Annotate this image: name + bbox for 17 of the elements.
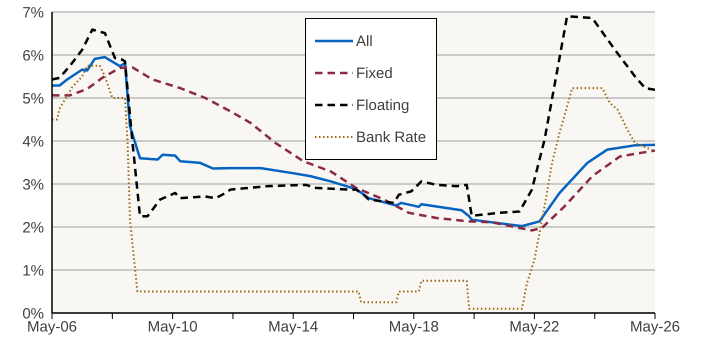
legend-label: Bank Rate: [356, 128, 426, 146]
x-tick-label: May-14: [268, 318, 318, 336]
legend-label: Floating: [356, 96, 410, 114]
y-tick-label: 5%: [22, 90, 44, 108]
legend-label: All: [356, 32, 373, 50]
y-tick-label: 4%: [22, 133, 44, 150]
y-tick-label: 6%: [22, 47, 44, 64]
y-tick-label: 1%: [22, 262, 44, 280]
x-tick-label: May-22: [509, 318, 560, 336]
x-tick-label: May-10: [148, 318, 198, 336]
legend-label: Fixed: [356, 64, 393, 82]
line-series: [52, 64, 655, 310]
y-tick-label: 3%: [22, 176, 44, 194]
y-tick-label: 7%: [22, 4, 44, 22]
x-tick-label: May-18: [388, 318, 439, 336]
y-tick-label: 2%: [22, 219, 44, 236]
x-tick-label: May-26: [630, 318, 680, 336]
